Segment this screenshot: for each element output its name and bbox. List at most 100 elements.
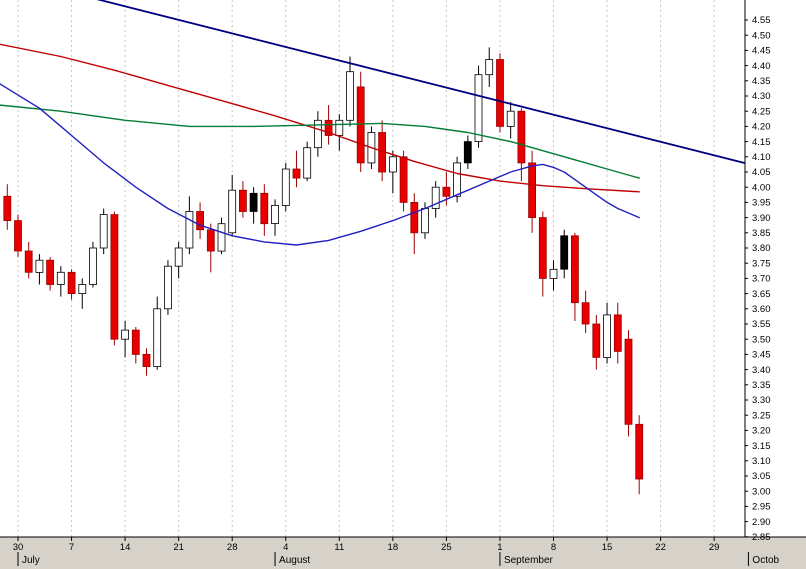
price-tick-label: 4.10	[752, 152, 771, 163]
price-tick-label: 4.45	[752, 46, 771, 57]
candle	[528, 150, 536, 233]
x-tick-label: 21	[173, 542, 184, 553]
candle	[206, 223, 215, 273]
candle	[24, 241, 33, 279]
candle	[142, 348, 151, 376]
price-tick-label: 2.95	[752, 502, 771, 513]
candle	[238, 181, 247, 218]
price-tick-label: 3.70	[752, 274, 771, 285]
price-tick-label: 2.90	[752, 517, 771, 528]
candle	[78, 278, 87, 309]
x-tick-label: 7	[69, 542, 74, 553]
candle	[281, 162, 290, 212]
candle	[303, 141, 312, 182]
candle	[335, 114, 344, 151]
price-tick-label: 3.35	[752, 380, 771, 391]
candle	[196, 202, 205, 239]
price-tick-label: 4.40	[752, 61, 771, 72]
month-label: Octob	[752, 555, 779, 566]
price-tick-label: 3.30	[752, 395, 771, 406]
candle	[313, 111, 322, 157]
candle	[549, 260, 558, 291]
candle	[356, 71, 365, 172]
month-label: September	[504, 555, 554, 566]
price-tick-label: 3.05	[752, 471, 771, 482]
candle	[56, 266, 65, 297]
candle	[249, 187, 258, 224]
candle	[292, 150, 301, 188]
candle	[592, 314, 601, 370]
candle	[67, 269, 76, 300]
candle	[560, 229, 569, 279]
x-tick-label: 18	[388, 542, 399, 553]
candle	[571, 232, 579, 321]
candle	[581, 290, 590, 334]
price-tick-label: 4.55	[752, 15, 771, 26]
candle	[603, 302, 611, 364]
price-tick-label: 4.35	[752, 76, 771, 87]
ma-long-red	[0, 43, 640, 193]
price-tick-label: 4.15	[752, 137, 771, 148]
price-tick-label: 3.90	[752, 213, 771, 224]
price-tick-label: 3.40	[752, 365, 771, 376]
candle	[14, 214, 22, 258]
candle	[474, 65, 483, 148]
candle	[89, 241, 97, 288]
x-tick-label: 28	[227, 542, 238, 553]
candle	[121, 321, 129, 358]
candle	[463, 135, 472, 169]
candle	[260, 184, 269, 236]
month-label: August	[279, 555, 310, 566]
candle	[613, 302, 622, 364]
x-tick-label: 22	[655, 542, 666, 553]
candle	[431, 181, 440, 218]
candle	[185, 196, 194, 255]
price-tick-label: 4.00	[752, 182, 771, 193]
price-tick-label: 3.25	[752, 410, 771, 421]
price-tick-label: 4.05	[752, 167, 771, 178]
price-tick-label: 3.15	[752, 441, 771, 452]
candle	[388, 150, 397, 194]
candle	[506, 102, 515, 139]
candle	[228, 175, 237, 236]
price-tick-label: 4.50	[752, 30, 771, 41]
candle	[271, 199, 279, 236]
x-tick-label: 11	[334, 542, 344, 553]
x-tick-label: 15	[602, 542, 613, 553]
x-tick-label: 1	[497, 542, 502, 553]
candle	[46, 257, 54, 291]
candle	[410, 193, 419, 255]
price-tick-label: 4.25	[752, 106, 771, 117]
candle	[174, 241, 183, 279]
price-tick-label: 3.45	[752, 350, 771, 361]
candle	[346, 56, 354, 127]
trendline	[96, 0, 745, 164]
candle	[110, 211, 119, 346]
candle	[624, 330, 633, 437]
candle	[35, 254, 44, 285]
candle	[538, 211, 547, 297]
price-tick-label: 3.75	[752, 258, 771, 269]
price-tick-label: 3.00	[752, 486, 771, 497]
month-label: July	[22, 555, 40, 566]
price-tick-label: 3.50	[752, 334, 771, 345]
price-tick-label: 4.30	[752, 91, 771, 102]
candle	[635, 415, 644, 495]
x-tick-label: 29	[709, 542, 720, 553]
ma-slow-green	[0, 104, 640, 179]
price-tick-label: 3.65	[752, 289, 771, 300]
candle	[99, 208, 108, 255]
candle	[163, 260, 172, 315]
x-tick-label: 25	[441, 542, 452, 553]
x-tick-label: 30	[13, 542, 24, 553]
candle	[131, 327, 140, 364]
candle	[3, 184, 12, 230]
ma-fast-blue	[0, 83, 640, 246]
price-tick-label: 4.20	[752, 122, 771, 133]
candle	[485, 47, 494, 87]
price-tick-label: 3.20	[752, 426, 771, 437]
